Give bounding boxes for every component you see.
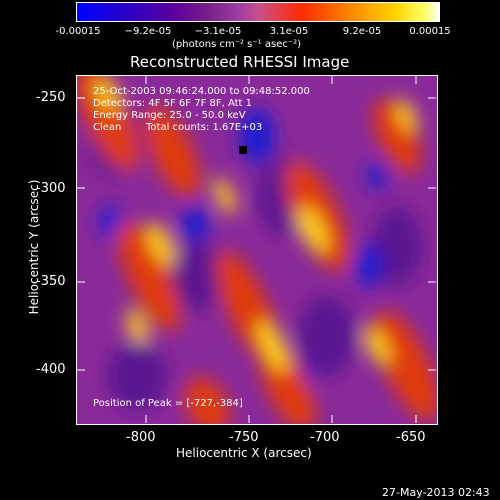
info-clean: Clean [93, 122, 122, 133]
colorbar-label-1: −9.2e-05 [124, 26, 172, 37]
x-axis-label: Heliocentric X (arcsec) [176, 446, 312, 460]
x-tick-label: -750 [229, 430, 259, 445]
plot-title: Reconstructed RHESSI Image [130, 53, 350, 71]
colorbar [76, 2, 440, 22]
x-tick-label: -800 [126, 430, 156, 445]
rhessi-image [77, 76, 437, 424]
image-frame [76, 75, 438, 425]
info-total-counts: Total counts: 1.67E+03 [146, 122, 263, 133]
info-energy: Energy Range: 25.0 - 50.0 keV [93, 110, 246, 121]
x-tick-label: -700 [310, 430, 340, 445]
peak-position-label: Position of Peak = [-727,-384] [93, 398, 243, 409]
y-tick-label: -400 [36, 362, 66, 377]
colorbar-label-0: -0.00015 [55, 26, 101, 37]
y-tick-label: -250 [36, 90, 66, 105]
image-pattern [77, 76, 437, 424]
info-time-range: 25-Oct-2003 09:46:24.000 to 09:48:52.000 [93, 86, 310, 97]
colorbar-label-5: 0.00015 [409, 26, 451, 37]
y-axis-label: Heliocentric Y (arcsec) [27, 179, 41, 315]
colorbar-label-3: 3.1e-05 [269, 26, 309, 37]
y-tick-label: -350 [36, 274, 66, 289]
y-tick-label: -300 [36, 181, 66, 196]
peak-marker [239, 146, 247, 154]
info-detectors: Detectors: 4F 5F 6F 7F 8F, Att 1 [93, 98, 253, 109]
x-tick-label: -650 [396, 430, 426, 445]
colorbar-label-4: 9.2e-05 [342, 26, 382, 37]
colorbar-units: (photons cm⁻² s⁻¹ asec⁻²) [172, 39, 302, 50]
colorbar-label-2: −3.1e-05 [194, 26, 242, 37]
timestamp: 27-May-2013 02:43 [382, 486, 490, 499]
